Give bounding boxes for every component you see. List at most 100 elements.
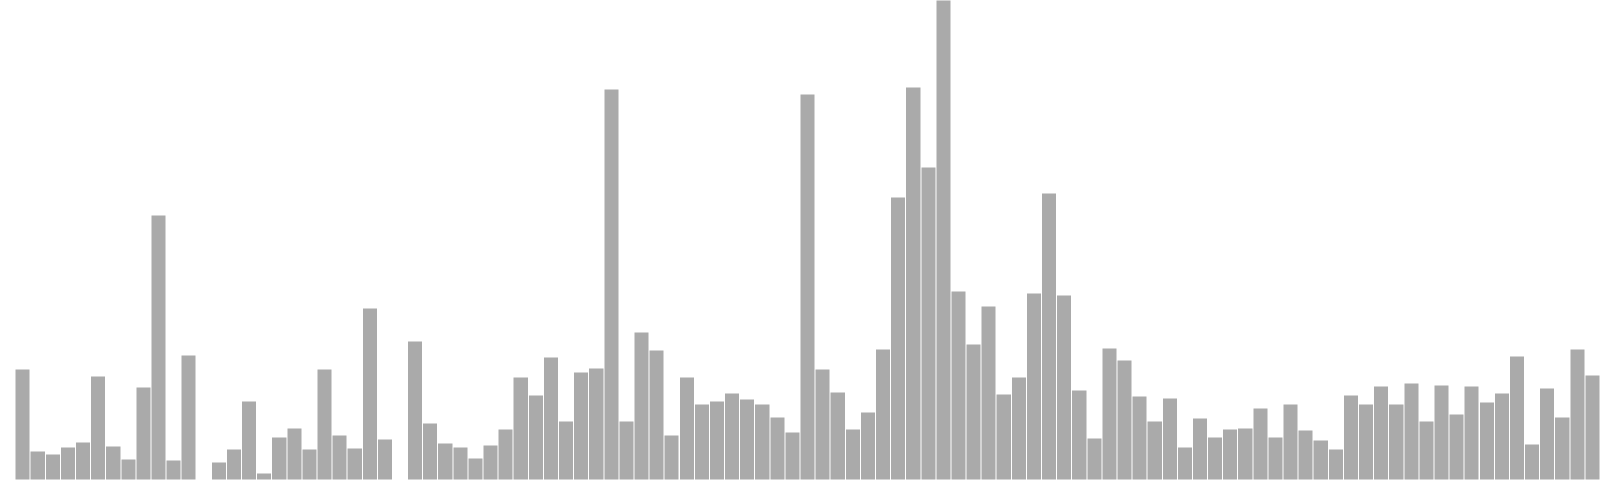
bar [890,196,907,480]
bar [844,428,861,480]
bar [573,371,590,480]
bar [1554,416,1571,480]
bar [1282,403,1299,480]
bar [799,93,816,480]
bar [648,349,665,480]
bar [1131,395,1148,480]
bar [1146,420,1163,480]
bar [1373,385,1390,480]
bar [1312,439,1329,480]
bar [1403,382,1420,480]
bar [724,392,741,480]
bar [1056,294,1073,480]
bar [1071,389,1088,480]
bar [1463,385,1480,480]
bar [1418,420,1435,480]
bar [935,0,952,480]
bar [618,420,635,480]
bar [1101,347,1118,480]
bar [814,368,831,480]
bar [1252,407,1269,480]
bar [407,340,424,480]
bar [557,420,575,480]
bar [331,434,348,480]
bar [1357,403,1375,480]
bar [437,442,454,480]
bar [301,448,318,480]
bar [165,459,182,480]
bar [693,403,710,480]
bar [497,428,514,480]
bar [271,436,288,480]
bar [1342,394,1359,480]
bar [1222,428,1239,480]
bar [769,416,786,480]
bar [1584,374,1600,480]
bar [980,305,997,480]
bar [467,457,484,480]
bar [950,290,967,480]
bar [1176,446,1193,480]
bar [1010,376,1027,480]
bar [1207,436,1224,480]
bar [29,450,46,480]
bar [1508,355,1526,480]
bar [361,307,378,480]
bar [1448,413,1465,480]
bar [90,375,107,480]
bar [633,331,650,480]
bar [59,446,76,480]
bar [150,214,167,480]
bar [1388,403,1405,480]
bar [1267,436,1284,480]
bar [482,444,499,480]
bar [316,368,333,480]
bar [74,441,92,480]
bar [739,398,756,480]
bar [542,356,559,480]
bar [135,386,152,480]
bar [346,447,363,480]
bar [241,400,258,480]
bar [512,376,529,480]
bar [905,86,922,480]
bar [920,166,937,480]
bar [588,367,605,480]
bar [225,448,243,480]
bar [256,472,273,480]
bar [603,88,620,480]
bar [376,438,393,480]
bar [14,368,31,480]
bar [1116,359,1133,480]
bar [210,461,227,480]
bar [1086,437,1103,480]
bar [754,403,771,480]
bar [663,434,680,480]
bar [422,422,439,480]
bar [678,376,695,480]
bar [965,343,982,480]
bar [1524,443,1541,480]
bar [1025,292,1043,480]
bar [1539,387,1556,480]
bar [708,400,726,480]
bar [829,391,846,480]
bar [1327,448,1344,480]
bar [1493,392,1510,480]
bar [1161,397,1178,480]
bar [120,458,137,480]
bar [180,354,197,480]
bar [1297,429,1314,480]
bar [1041,192,1058,480]
bar [286,427,303,480]
bar [874,348,892,480]
bar [784,431,801,480]
bar [452,446,469,480]
bar [44,453,61,480]
bar [859,411,876,480]
bar [527,394,544,480]
bar [1478,401,1495,480]
bar [1237,427,1254,480]
